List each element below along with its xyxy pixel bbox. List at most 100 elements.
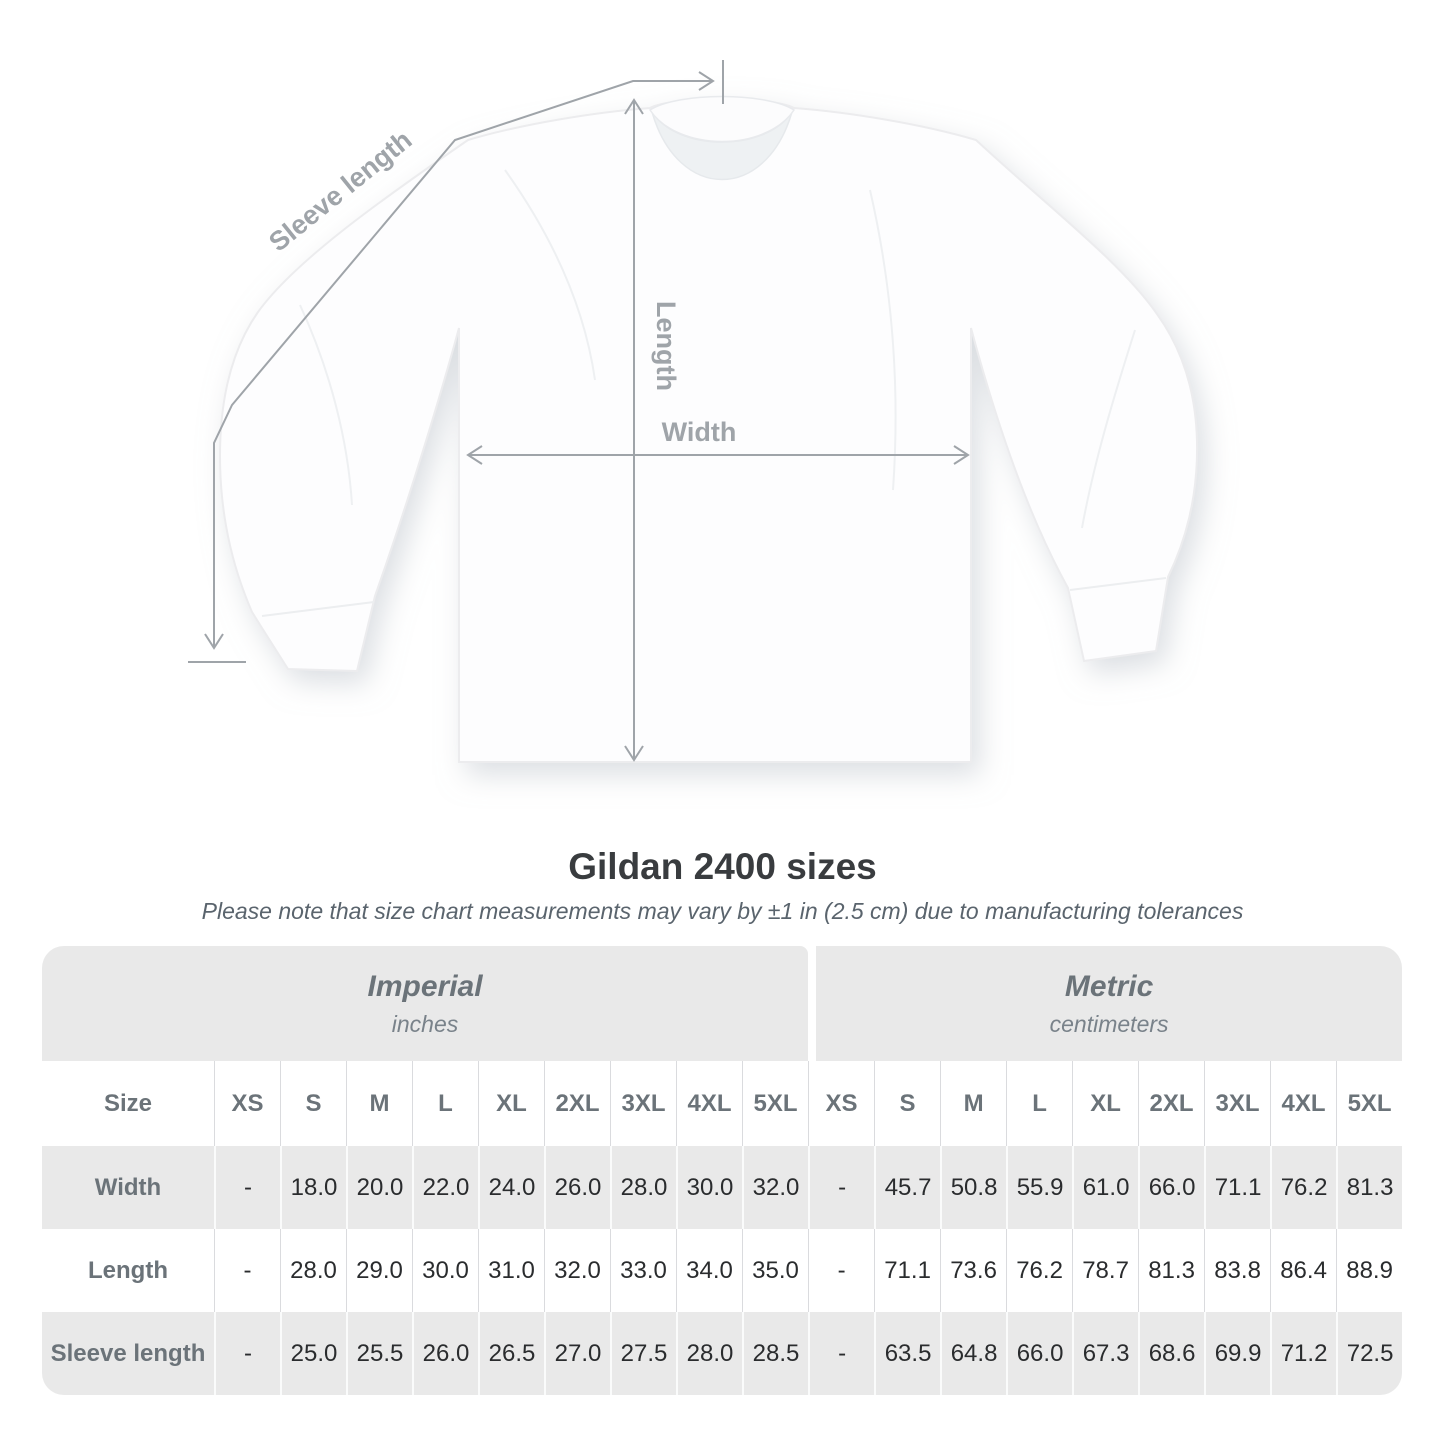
- size-header-cell: M: [940, 1061, 1007, 1146]
- value-cell: 31.0: [478, 1229, 544, 1312]
- value-cell: -: [808, 1146, 875, 1229]
- value-cell: 63.5: [874, 1312, 941, 1395]
- value-cell: 30.0: [676, 1146, 742, 1229]
- size-header-cell: XS: [808, 1061, 875, 1146]
- row-label-cell: Width: [42, 1146, 214, 1229]
- value-cell: 50.8: [940, 1146, 1007, 1229]
- size-header-cell: XL: [478, 1061, 544, 1146]
- value-cell: 81.3: [1138, 1229, 1205, 1312]
- value-cell: 83.8: [1204, 1229, 1271, 1312]
- value-cell: 69.9: [1204, 1312, 1271, 1395]
- width-dimension-line: Width: [466, 417, 970, 465]
- size-header-row: Size XS S M L XL 2XL 3XL 4XL 5XL XS S M …: [42, 1061, 1403, 1146]
- row-label-cell: Sleeve length: [42, 1312, 214, 1395]
- size-header-cell: 2XL: [544, 1061, 610, 1146]
- unit-header-row: Imperial inches Metric centimeters: [42, 946, 1403, 1061]
- right-cuff-seam: [1069, 577, 1167, 591]
- value-cell: 64.8: [940, 1312, 1007, 1395]
- value-cell: 20.0: [346, 1146, 412, 1229]
- value-cell: 25.5: [346, 1312, 412, 1395]
- value-cell: 26.0: [544, 1146, 610, 1229]
- value-cell: -: [214, 1312, 280, 1395]
- size-header-cell: 3XL: [610, 1061, 676, 1146]
- metric-subtitle: centimeters: [1049, 1010, 1169, 1037]
- value-cell: 26.5: [478, 1312, 544, 1395]
- width-label: Width: [662, 417, 737, 447]
- size-header-cell: 2XL: [1138, 1061, 1205, 1146]
- size-header-cell: 4XL: [676, 1061, 742, 1146]
- value-cell: 28.0: [610, 1146, 676, 1229]
- value-cell: 78.7: [1072, 1229, 1139, 1312]
- shirt-body: [218, 98, 1199, 763]
- value-cell: 61.0: [1072, 1146, 1139, 1229]
- size-header-cell: 5XL: [1336, 1061, 1403, 1146]
- size-header-cell: 4XL: [1270, 1061, 1337, 1146]
- imperial-title: Imperial: [367, 969, 483, 1003]
- fabric-crease: [1081, 329, 1136, 529]
- length-label: Length: [651, 301, 681, 391]
- value-cell: 30.0: [412, 1229, 478, 1312]
- value-cell: -: [808, 1312, 875, 1395]
- unit-header-metric: Metric centimeters: [808, 946, 1403, 1061]
- collar-band: [648, 95, 796, 143]
- value-cell: 86.4: [1270, 1229, 1337, 1312]
- length-dimension-line: Length: [624, 98, 681, 762]
- value-cell: 27.5: [610, 1312, 676, 1395]
- table-row-width: Width - 18.0 20.0 22.0 24.0 26.0 28.0 30…: [42, 1146, 1403, 1229]
- value-cell: 32.0: [544, 1229, 610, 1312]
- value-cell: 28.5: [742, 1312, 809, 1395]
- value-cell: 66.0: [1006, 1312, 1073, 1395]
- value-cell: 28.0: [280, 1229, 346, 1312]
- row-label-cell: Length: [42, 1229, 214, 1312]
- value-cell: 34.0: [676, 1229, 742, 1312]
- size-header-cell: XS: [214, 1061, 280, 1146]
- value-cell: 71.2: [1270, 1312, 1337, 1395]
- value-cell: 76.2: [1006, 1229, 1073, 1312]
- value-cell: -: [214, 1229, 280, 1312]
- value-cell: 27.0: [544, 1312, 610, 1395]
- value-cell: 24.0: [478, 1146, 544, 1229]
- value-cell: 68.6: [1138, 1312, 1205, 1395]
- value-cell: 73.6: [940, 1229, 1007, 1312]
- fabric-crease: [504, 169, 596, 381]
- value-cell: 66.0: [1138, 1146, 1205, 1229]
- value-cell: 55.9: [1006, 1146, 1073, 1229]
- imperial-subtitle: inches: [391, 1010, 459, 1037]
- value-cell: -: [214, 1146, 280, 1229]
- fabric-crease: [299, 304, 353, 506]
- shirt-graphic: [218, 98, 1199, 763]
- value-cell: 28.0: [676, 1312, 742, 1395]
- size-header-cell: 5XL: [742, 1061, 809, 1146]
- size-label-cell: Size: [42, 1061, 214, 1146]
- value-cell: 81.3: [1336, 1146, 1403, 1229]
- value-cell: 67.3: [1072, 1312, 1139, 1395]
- tolerance-note: Please note that size chart measurements…: [201, 898, 1244, 924]
- value-cell: 88.9: [1336, 1229, 1403, 1312]
- table-row-length: Length - 28.0 29.0 30.0 31.0 32.0 33.0 3…: [42, 1229, 1403, 1312]
- size-header-cell: 3XL: [1204, 1061, 1271, 1146]
- left-cuff-seam: [261, 601, 375, 617]
- value-cell: 29.0: [346, 1229, 412, 1312]
- page-title: Gildan 2400 sizes: [568, 846, 877, 887]
- value-cell: 26.0: [412, 1312, 478, 1395]
- size-header-cell: L: [412, 1061, 478, 1146]
- fabric-crease: [869, 189, 897, 491]
- size-header-cell: S: [874, 1061, 941, 1146]
- value-cell: 71.1: [1204, 1146, 1271, 1229]
- value-cell: 71.1: [874, 1229, 941, 1312]
- value-cell: 32.0: [742, 1146, 809, 1229]
- size-table: Imperial inches Metric centimeters Size …: [42, 946, 1403, 1395]
- value-cell: 35.0: [742, 1229, 809, 1312]
- size-header-cell: XL: [1072, 1061, 1139, 1146]
- shirt-measurement-diagram: Sleeve length Length Width: [188, 60, 1199, 763]
- value-cell: 45.7: [874, 1146, 941, 1229]
- value-cell: -: [808, 1229, 875, 1312]
- value-cell: 18.0: [280, 1146, 346, 1229]
- metric-title: Metric: [1064, 969, 1154, 1003]
- value-cell: 33.0: [610, 1229, 676, 1312]
- size-header-cell: L: [1006, 1061, 1073, 1146]
- size-header-cell: S: [280, 1061, 346, 1146]
- unit-header-imperial: Imperial inches: [42, 946, 809, 1061]
- table-row-sleeve-length: Sleeve length - 25.0 25.5 26.0 26.5 27.0…: [42, 1312, 1403, 1395]
- value-cell: 76.2: [1270, 1146, 1337, 1229]
